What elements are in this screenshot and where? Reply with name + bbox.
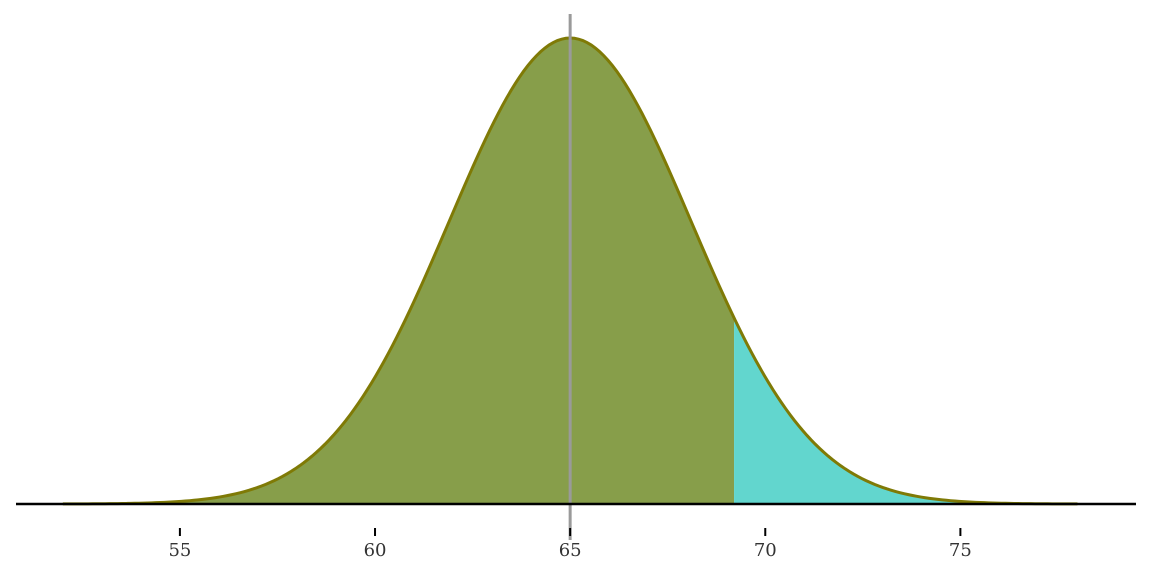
x-axis-ticks: 55 60 65 70 75 xyxy=(168,528,972,561)
shaded-region-1 xyxy=(62,38,735,505)
x-tick-label: 65 xyxy=(559,540,582,561)
x-tick-label: 75 xyxy=(949,540,972,561)
shaded-region-2 xyxy=(734,317,1078,504)
x-tick-label: 70 xyxy=(754,540,777,561)
x-tick-label: 60 xyxy=(364,540,387,561)
x-tick-label: 55 xyxy=(168,540,191,561)
shaded-regions xyxy=(62,38,1078,505)
